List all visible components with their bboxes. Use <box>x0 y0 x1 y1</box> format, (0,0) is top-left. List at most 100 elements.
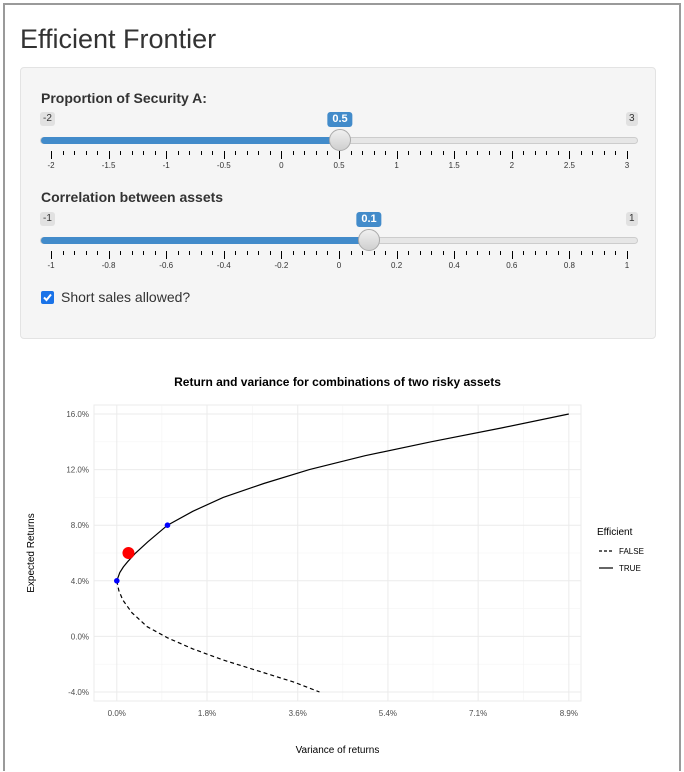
correlation-minor-tick <box>315 251 317 255</box>
proportion-slider-handle[interactable] <box>329 129 351 151</box>
proportion-minor-tick <box>131 151 133 155</box>
proportion-minor-tick <box>431 151 433 155</box>
y-tick-label: 0.0% <box>71 632 89 641</box>
correlation-minor-tick <box>580 251 582 255</box>
correlation-minor-tick <box>131 251 133 255</box>
y-tick-label: 8.0% <box>71 521 89 530</box>
correlation-tick <box>281 251 283 259</box>
proportion-minor-tick <box>534 151 536 155</box>
proportion-tick <box>339 151 340 159</box>
correlation-minor-tick <box>523 251 525 255</box>
correlation-minor-tick <box>419 251 421 255</box>
proportion-max-label: 3 <box>626 112 638 126</box>
legend-title: Efficient <box>597 527 633 538</box>
correlation-minor-tick <box>304 251 306 255</box>
correlation-minor-tick <box>97 251 99 255</box>
correlation-tick-label: 0.8 <box>563 261 575 270</box>
correlation-minor-tick <box>408 251 410 255</box>
chart-title: Return and variance for combinations of … <box>174 375 501 389</box>
correlation-tick <box>396 251 398 259</box>
correlation-slider-handle[interactable] <box>358 229 380 251</box>
correlation-slider-scale: -1 -0.8 -0.6 -0.4 -0.2 0 0.2 0.4 0.6 0.8 1 <box>21 251 657 275</box>
proportion-label: Proportion of Security A: <box>41 90 207 106</box>
correlation-max-label: 1 <box>626 212 638 226</box>
proportion-tick <box>569 151 571 159</box>
proportion-tick <box>627 151 628 159</box>
correlation-minor-tick <box>143 251 145 255</box>
proportion-minor-tick <box>304 151 306 155</box>
proportion-minor-tick <box>419 151 421 155</box>
legend-label-true: TRUE <box>619 564 641 573</box>
correlation-minor-tick <box>546 251 548 255</box>
proportion-tick-label: 1.5 <box>448 161 460 170</box>
correlation-tick <box>454 251 456 259</box>
frontier-chart: 0.0% 1.8% 3.6% 5.4% 7.1% 8.9% -4.0% 0.0% 4.0% 8.0… <box>26 375 644 756</box>
proportion-tick <box>166 151 168 159</box>
correlation-slider-track[interactable] <box>40 237 638 244</box>
proportion-tick-label: 1 <box>394 161 399 170</box>
correlation-tick <box>166 251 168 259</box>
correlation-minor-tick <box>62 251 64 255</box>
proportion-tick-label: -1 <box>162 161 170 170</box>
proportion-minor-tick <box>546 151 548 155</box>
x-tick-label: 0.0% <box>108 709 126 718</box>
correlation-minor-tick <box>177 251 179 255</box>
proportion-tick-label: 2.5 <box>563 161 575 170</box>
proportion-slider-fill <box>41 137 341 144</box>
correlation-tick <box>511 251 513 259</box>
y-tick-label: 16.0% <box>66 410 89 419</box>
proportion-minor-tick <box>615 151 617 155</box>
proportion-minor-tick <box>385 151 387 155</box>
correlation-minor-tick <box>350 251 352 255</box>
proportion-minor-tick <box>477 151 479 155</box>
short-sales-checkbox[interactable] <box>41 290 54 304</box>
proportion-minor-tick <box>350 151 352 155</box>
correlation-tick-label: -1 <box>47 261 55 270</box>
correlation-tick <box>108 251 110 259</box>
correlation-minor-tick <box>258 251 260 255</box>
proportion-tick-label: -0.5 <box>216 161 231 170</box>
proportion-tick <box>454 151 456 159</box>
correlation-minor-tick <box>477 251 479 255</box>
proportion-tick-label: -2 <box>47 161 55 170</box>
proportion-tick-label: 0.5 <box>333 161 345 170</box>
proportion-minor-tick <box>269 151 271 155</box>
x-tick-label: 8.9% <box>560 709 578 718</box>
proportion-value-label: 0.5 <box>327 112 353 127</box>
short-sales-option[interactable]: Short sales allowed? <box>41 289 190 305</box>
correlation-minor-tick <box>189 251 191 255</box>
correlation-minor-tick <box>592 251 594 255</box>
proportion-minor-tick <box>177 151 179 155</box>
proportion-tick <box>396 151 398 159</box>
correlation-minor-tick <box>557 251 559 255</box>
proportion-minor-tick <box>154 151 156 155</box>
correlation-minor-tick <box>488 251 490 255</box>
correlation-value-label: 0.1 <box>356 212 382 227</box>
checkmark-icon <box>43 293 52 301</box>
proportion-tick <box>51 151 52 159</box>
proportion-minor-tick <box>97 151 99 155</box>
correlation-minor-tick <box>373 251 375 255</box>
y-tick-label: 12.0% <box>66 466 89 475</box>
proportion-minor-tick <box>235 151 237 155</box>
proportion-minor-tick <box>488 151 490 155</box>
proportion-minor-tick <box>120 151 122 155</box>
proportion-minor-tick <box>143 151 145 155</box>
correlation-minor-tick <box>615 251 617 255</box>
x-tick-label: 5.4% <box>379 709 397 718</box>
correlation-minor-tick <box>246 251 248 255</box>
correlation-minor-tick <box>74 251 76 255</box>
proportion-minor-tick <box>592 151 594 155</box>
correlation-minor-tick <box>385 251 387 255</box>
proportion-tick <box>223 151 225 159</box>
proportion-minor-tick <box>500 151 502 155</box>
proportion-tick-label: 2 <box>509 161 515 170</box>
proportion-tick-label: 0 <box>279 161 284 170</box>
correlation-min-label: -1 <box>40 212 55 226</box>
correlation-tick-label: 0.6 <box>506 261 518 270</box>
legend-label-false: FALSE <box>619 547 644 556</box>
correlation-minor-tick <box>85 251 87 255</box>
y-tick-label: -4.0% <box>68 688 89 697</box>
correlation-minor-tick <box>442 251 444 255</box>
proportion-minor-tick <box>362 151 364 155</box>
